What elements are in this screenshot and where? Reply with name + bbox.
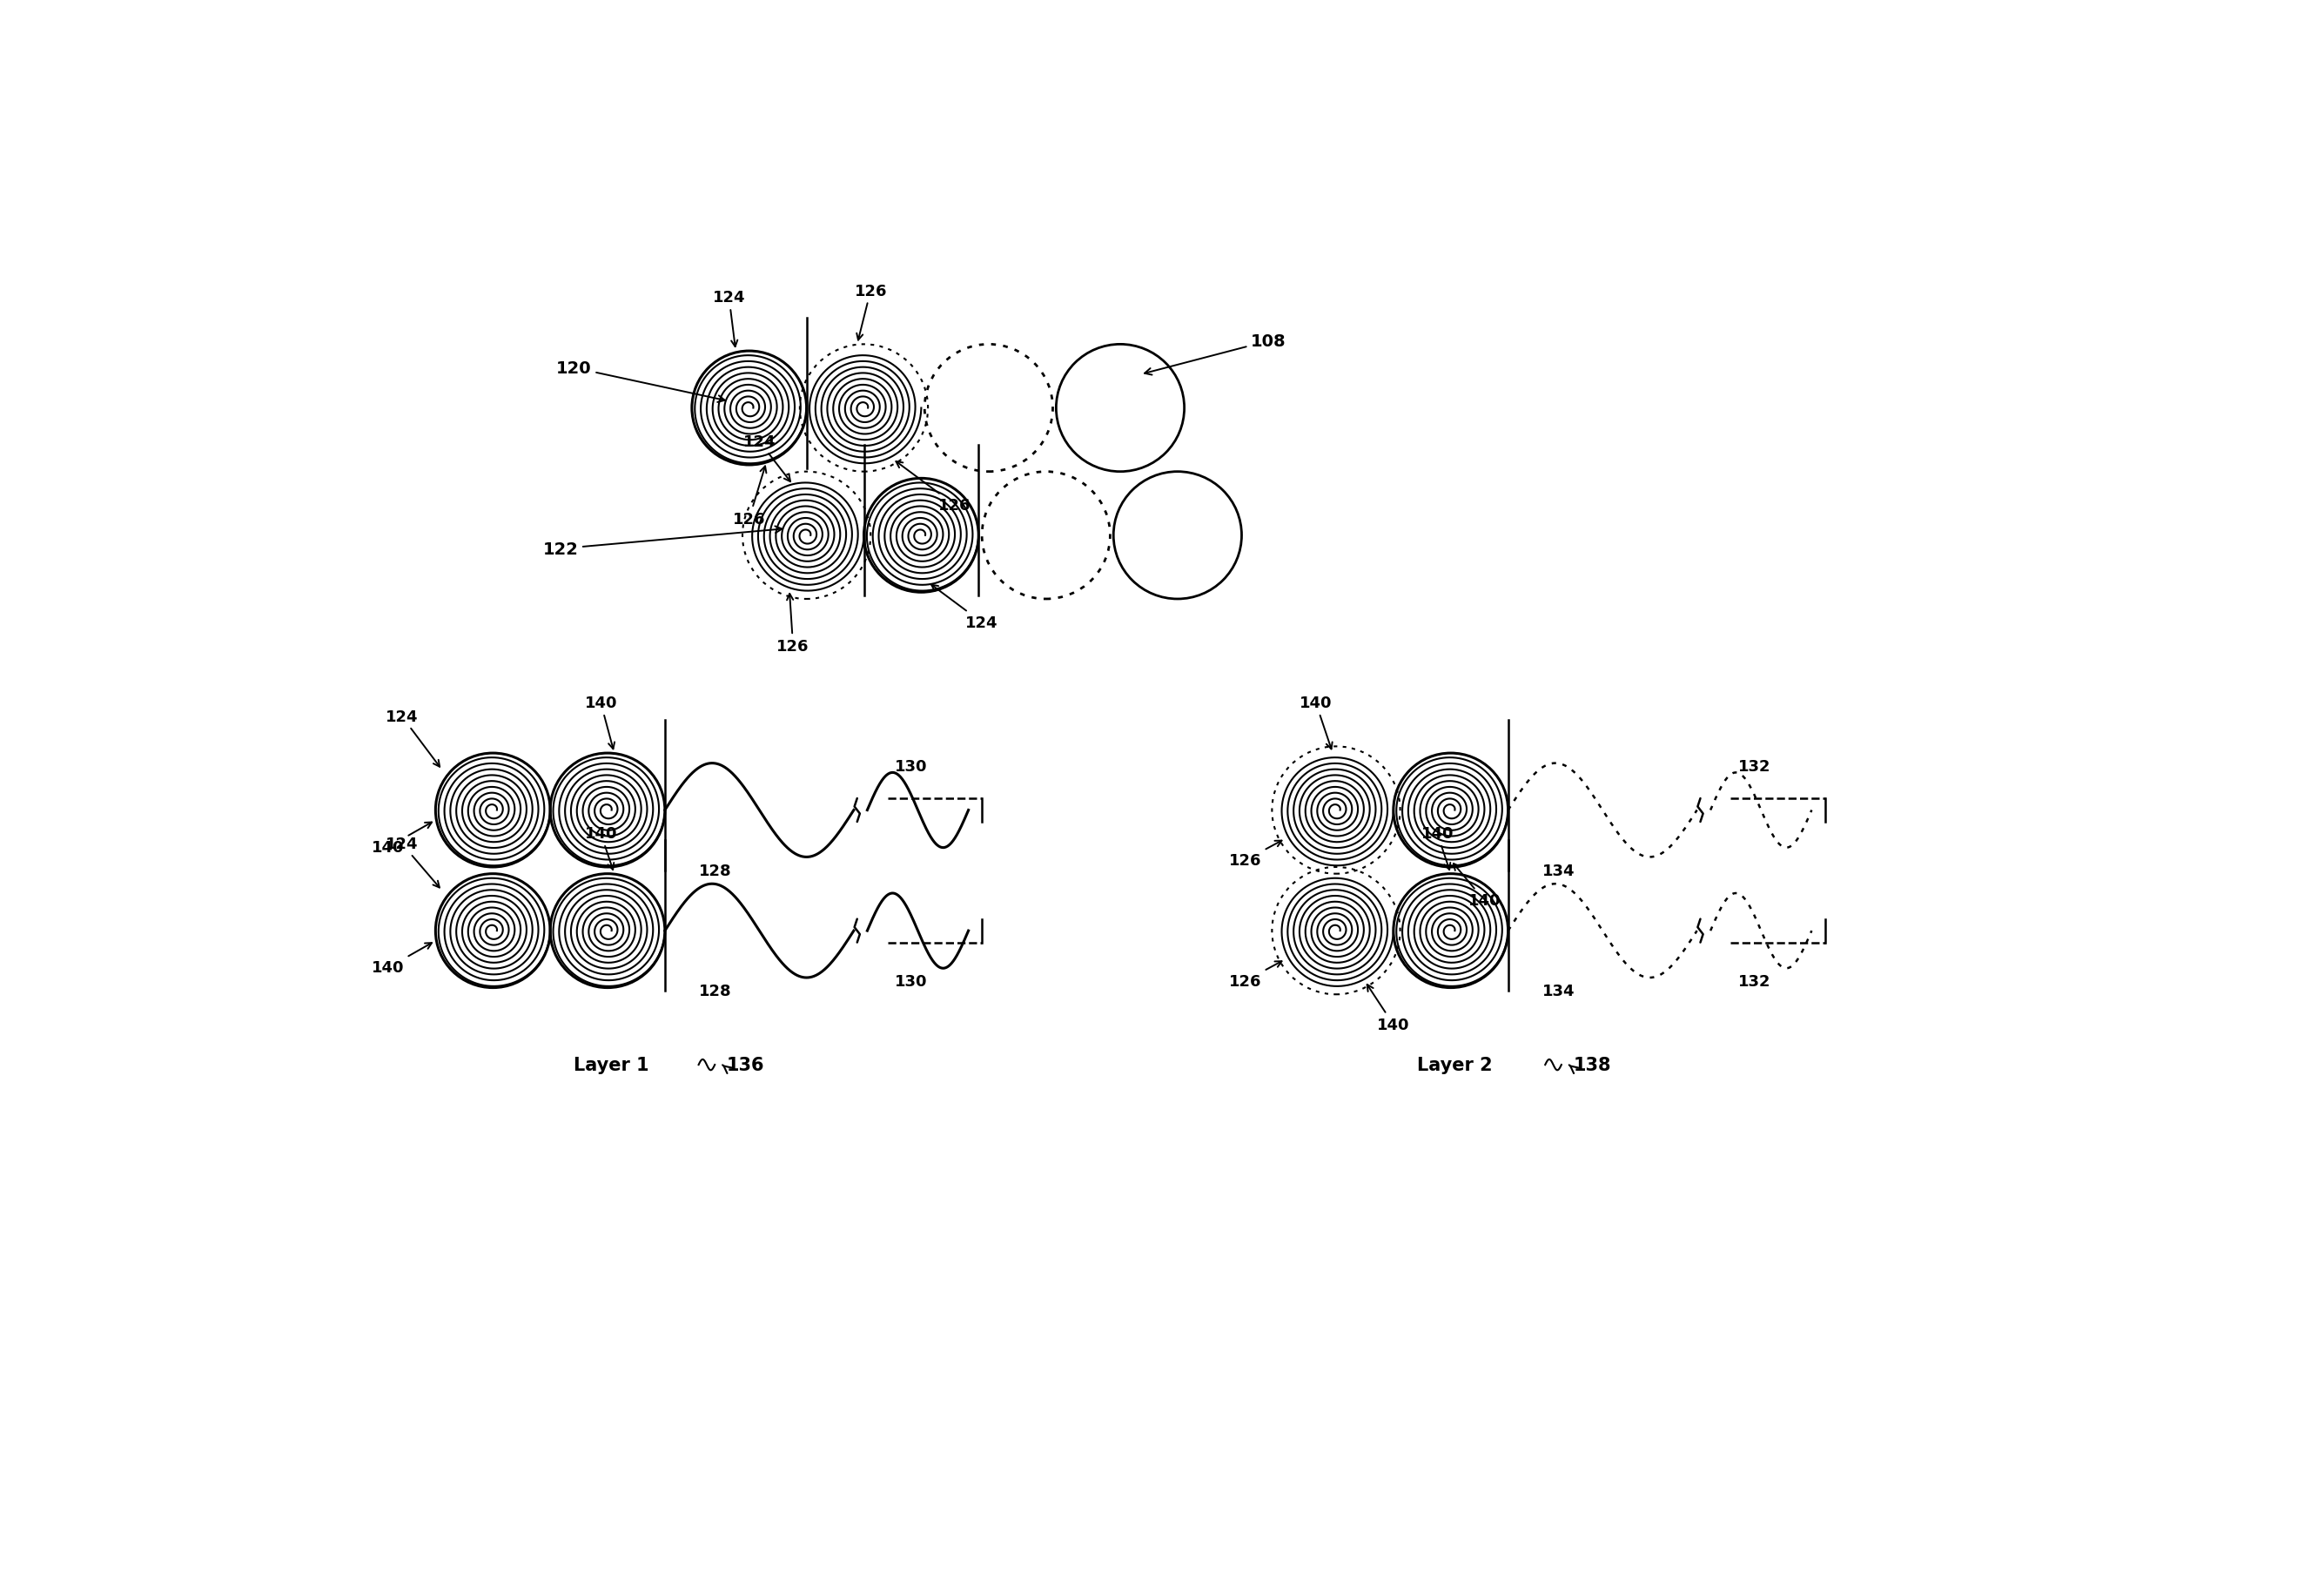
Text: 132: 132 [1738, 974, 1771, 989]
Text: 122: 122 [541, 527, 781, 557]
Text: 134: 134 [1543, 983, 1576, 999]
Text: 126: 126 [732, 467, 767, 527]
Text: 120: 120 [555, 360, 725, 403]
Text: 130: 130 [895, 760, 927, 775]
Text: 124: 124 [713, 289, 746, 348]
Text: 128: 128 [700, 983, 732, 999]
Text: 126: 126 [897, 462, 971, 513]
Text: 124: 124 [932, 585, 999, 631]
Text: Layer 1: Layer 1 [574, 1057, 648, 1074]
Text: 126: 126 [855, 283, 888, 341]
Text: 140: 140 [1420, 826, 1452, 870]
Text: 124: 124 [386, 837, 439, 887]
Text: 140: 140 [372, 823, 432, 856]
Text: 134: 134 [1543, 864, 1576, 879]
Text: 140: 140 [1367, 985, 1411, 1032]
Text: 136: 136 [723, 1057, 765, 1074]
Text: 124: 124 [386, 709, 439, 768]
Text: 126: 126 [1229, 842, 1283, 868]
Text: 124: 124 [744, 434, 790, 483]
Text: 140: 140 [1299, 695, 1332, 749]
Text: Layer 2: Layer 2 [1418, 1057, 1492, 1074]
Text: 140: 140 [372, 944, 432, 975]
Text: 130: 130 [895, 974, 927, 989]
Text: 126: 126 [776, 595, 809, 654]
Text: 140: 140 [1452, 864, 1501, 909]
Text: 140: 140 [583, 695, 618, 749]
Text: 108: 108 [1146, 333, 1285, 376]
Text: 126: 126 [1229, 961, 1283, 989]
Text: 132: 132 [1738, 760, 1771, 775]
Text: 128: 128 [700, 864, 732, 879]
Text: 138: 138 [1569, 1057, 1611, 1074]
Text: 140: 140 [583, 826, 618, 870]
